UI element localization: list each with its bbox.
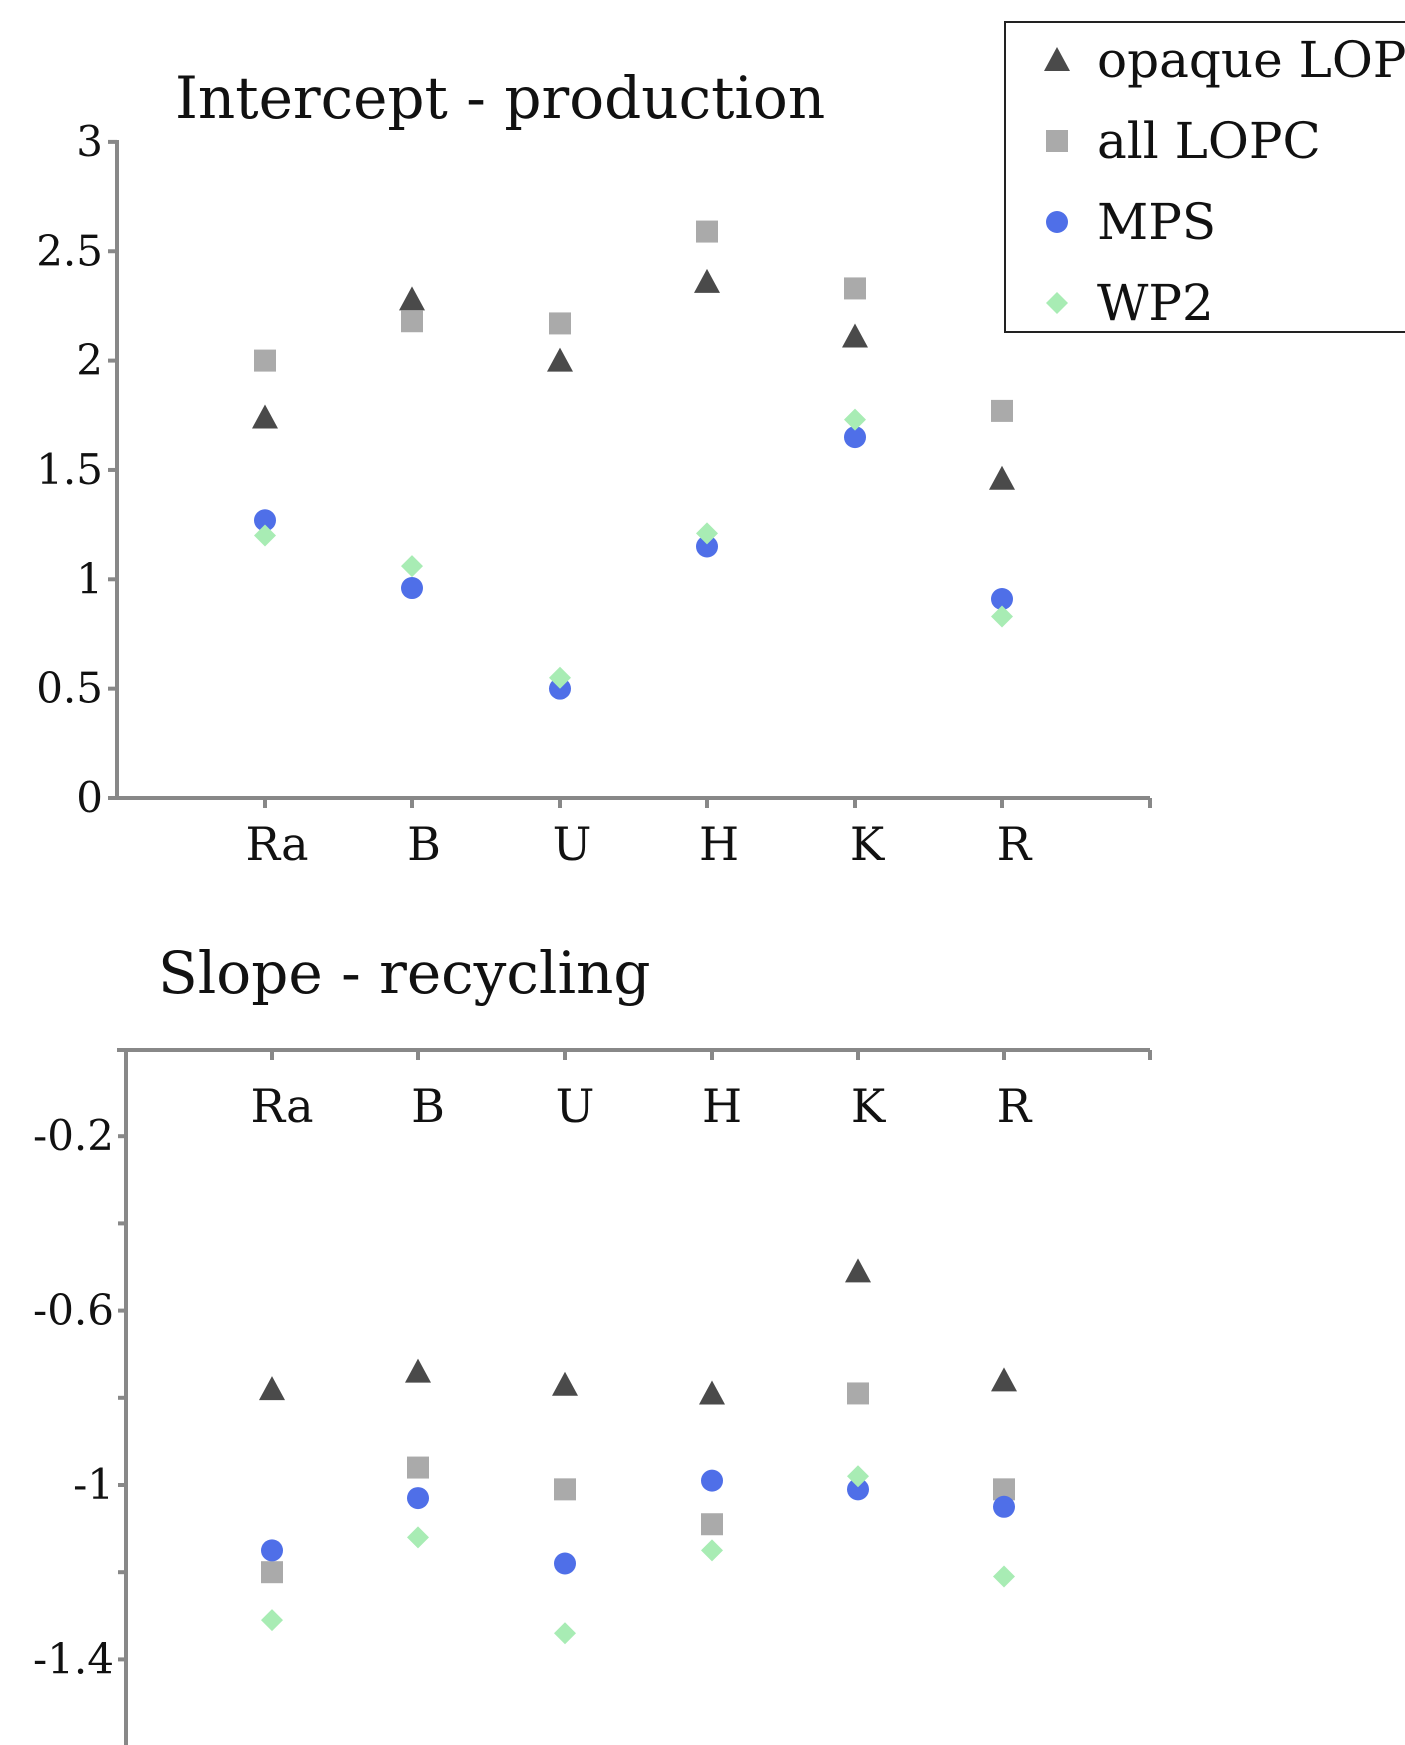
data-point-all-lopc — [401, 310, 423, 333]
x-tick-label: U — [556, 1079, 595, 1133]
data-point-opaque-lopc — [552, 1371, 578, 1396]
y-tick-label: 0 — [76, 773, 103, 822]
data-point-all-lopc — [993, 1478, 1015, 1501]
legend-label-opaque-lopc: opaque LOPC — [1097, 31, 1405, 89]
data-point-wp2 — [401, 555, 423, 578]
data-point-wp2 — [254, 524, 276, 547]
data-point-opaque-lopc — [989, 465, 1015, 490]
y-tick-label: 1 — [76, 554, 103, 603]
chart-title-slope: Slope - recycling — [158, 939, 651, 1007]
data-point-wp2 — [549, 666, 571, 689]
y-tick-label: -0.6 — [33, 1286, 114, 1335]
data-point-mps — [696, 535, 718, 558]
legend-marker-opaque-lopc — [1044, 47, 1070, 71]
x-tick-label: U — [553, 817, 592, 871]
legend-box — [1004, 21, 1405, 333]
legend-label-all-lopc: all LOPC — [1097, 112, 1321, 170]
y-tick-label: -0.2 — [33, 1111, 114, 1160]
data-point-wp2 — [844, 408, 866, 431]
x-tick-label: B — [407, 817, 441, 871]
data-point-mps — [847, 1478, 869, 1501]
y-tick-label: 0.5 — [36, 664, 103, 713]
data-point-all-lopc — [696, 220, 718, 243]
x-tick-label: H — [699, 817, 739, 871]
slope-recycling-chart: Slope - recycling -0.2 -0.6 -1 -1.4 Ra B U H K R — [33, 939, 1152, 1745]
data-point-opaque-lopc — [694, 268, 720, 293]
data-point-mps — [261, 1539, 283, 1562]
data-point-wp2 — [701, 1539, 723, 1562]
data-point-all-lopc — [261, 1561, 283, 1584]
data-point-all-lopc — [847, 1382, 869, 1405]
data-point-wp2 — [993, 1565, 1015, 1588]
data-point-wp2 — [847, 1465, 869, 1488]
data-point-opaque-lopc — [699, 1380, 725, 1405]
data-point-opaque-lopc — [991, 1367, 1017, 1392]
legend-marker-wp2 — [1046, 292, 1068, 314]
x-tick-label: R — [997, 817, 1033, 871]
intercept-production-chart: Intercept - production 0 0.5 1 1.5 2 2.5 3 Ra B U… — [36, 64, 1152, 871]
data-point-opaque-lopc — [399, 286, 425, 311]
y-tick-label: 3 — [76, 117, 103, 166]
data-point-opaque-lopc — [259, 1376, 285, 1401]
data-point-all-lopc — [844, 277, 866, 300]
data-point-mps — [407, 1487, 429, 1510]
data-point-opaque-lopc — [405, 1358, 431, 1383]
data-point-mps — [844, 426, 866, 449]
legend-label-mps: MPS — [1097, 193, 1216, 251]
y-tick-label: 2.5 — [36, 226, 103, 275]
chart-title-intercept: Intercept - production — [175, 64, 825, 132]
data-point-mps — [991, 587, 1013, 610]
data-point-wp2 — [991, 605, 1013, 628]
data-point-wp2 — [554, 1622, 576, 1645]
legend-label-wp2: WP2 — [1097, 274, 1214, 332]
legend: opaque LOPC all LOPC MPS WP2 — [1004, 21, 1405, 333]
x-tick-label: K — [851, 1079, 887, 1133]
data-point-all-lopc — [254, 349, 276, 372]
y-tick-label: 1.5 — [36, 445, 103, 494]
y-tick-label: 2 — [76, 336, 103, 385]
legend-marker-all-lopc — [1046, 130, 1068, 152]
data-point-all-lopc — [549, 312, 571, 335]
data-point-wp2 — [696, 522, 718, 545]
data-point-mps — [554, 1552, 576, 1575]
y-tick-label: -1.4 — [33, 1634, 114, 1683]
x-tick-label: H — [702, 1079, 742, 1133]
data-point-opaque-lopc — [252, 404, 278, 429]
y-tick-label: -1 — [73, 1460, 114, 1509]
data-point-all-lopc — [701, 1513, 723, 1536]
x-tick-label: B — [411, 1079, 445, 1133]
data-point-wp2 — [407, 1526, 429, 1549]
data-point-all-lopc — [407, 1456, 429, 1479]
data-point-mps — [701, 1469, 723, 1492]
data-point-mps — [254, 509, 276, 532]
x-tick-label: R — [997, 1079, 1033, 1133]
legend-marker-mps — [1046, 211, 1068, 233]
x-tick-label: Ra — [245, 817, 308, 871]
data-point-opaque-lopc — [547, 347, 573, 372]
data-point-wp2 — [261, 1609, 283, 1632]
x-tick-label: K — [850, 817, 886, 871]
x-tick-label: Ra — [250, 1079, 313, 1133]
data-point-opaque-lopc — [842, 323, 868, 348]
data-point-mps — [993, 1495, 1015, 1518]
data-point-opaque-lopc — [845, 1258, 871, 1283]
data-point-all-lopc — [991, 399, 1013, 422]
data-point-all-lopc — [554, 1478, 576, 1501]
data-point-mps — [401, 577, 423, 600]
